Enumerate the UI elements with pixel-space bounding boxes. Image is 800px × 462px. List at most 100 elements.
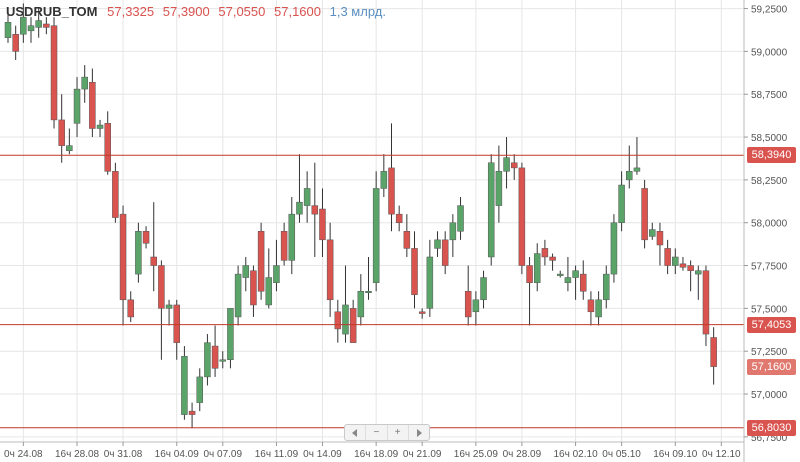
candle-body — [633, 167, 641, 172]
candle-body — [365, 290, 372, 293]
time-axis: 0ч 24.08 16ч 28.08 0ч 31.08 16ч 04.09 0ч 07.… — [4, 442, 741, 460]
price-axis-label: 57,5000 — [751, 304, 788, 315]
price-tag: 57,4053 — [747, 316, 796, 333]
arrow-left-icon — [352, 428, 358, 437]
candle-body — [280, 231, 288, 261]
price-axis-label: 58,5000 — [751, 133, 788, 144]
candle-body — [273, 265, 280, 283]
volume-label: 1,3 млрд. — [329, 4, 386, 19]
ticker-header: USDRUB_TOM 57,3325 57,3900 57,0550 57,16… — [6, 4, 386, 19]
candle-body — [603, 273, 610, 301]
candle-body — [119, 213, 127, 301]
candle-body — [188, 410, 196, 415]
candle-body — [388, 167, 395, 215]
candle-body — [656, 231, 664, 246]
candle-body — [556, 273, 564, 276]
candle-body — [464, 290, 472, 318]
price-tag: 57,1600 — [747, 358, 796, 375]
candle-body — [572, 270, 579, 278]
candle-body — [541, 248, 549, 258]
candle-body — [457, 205, 464, 232]
price-axis-label: 59,2500 — [751, 5, 788, 16]
candle-body — [672, 256, 679, 266]
candle-body — [418, 311, 426, 314]
candle-body — [441, 239, 449, 266]
price-axis-label: 58,7500 — [751, 90, 788, 101]
candle-body — [234, 273, 242, 318]
time-axis-label: 16ч 02.10 — [554, 449, 599, 460]
candle-body — [626, 171, 633, 181]
price-tag: 56,8030 — [747, 419, 796, 436]
candle-body — [710, 337, 717, 367]
candle-body — [342, 304, 349, 335]
ticker-symbol: USDRUB_TOM — [6, 4, 98, 19]
candle-body — [135, 231, 142, 275]
grid — [0, 0, 744, 442]
candle-body — [349, 308, 357, 343]
candle-body — [618, 184, 625, 223]
candle-body — [319, 208, 326, 241]
price-axis-label: 58,0000 — [751, 219, 788, 230]
candle-body — [104, 123, 111, 172]
ohlc-open: 57,3325 — [107, 4, 155, 19]
scroll-right-button[interactable] — [409, 425, 429, 440]
level-lines — [0, 154, 744, 429]
candle-body — [326, 239, 334, 301]
candle-body — [35, 20, 42, 28]
price-axis-label: 57,2500 — [751, 347, 788, 358]
candle-body — [380, 171, 388, 189]
candle-body — [227, 308, 234, 361]
candle-body — [4, 22, 12, 38]
candle-body — [204, 342, 211, 378]
time-axis-label: 16ч 28.08 — [55, 449, 100, 460]
candle-body — [587, 299, 595, 313]
time-axis-label: 16ч 04.09 — [155, 449, 200, 460]
candle-body — [702, 270, 710, 335]
candle-body — [595, 299, 602, 318]
candle-body — [610, 222, 618, 275]
time-axis-label: 16ч 18.09 — [354, 449, 399, 460]
chart-navigator: − + — [344, 424, 430, 441]
candle-body — [480, 277, 487, 301]
candle-body — [165, 304, 173, 309]
candle-body — [296, 201, 303, 215]
candle-body — [50, 25, 58, 121]
candle-body — [288, 213, 296, 261]
price-axis-label: 57,7500 — [751, 262, 788, 273]
price-axis-label: 57,0000 — [751, 390, 788, 401]
candle-body — [564, 277, 572, 283]
candle-body — [649, 229, 656, 237]
price-tag: 58,3940 — [747, 147, 796, 164]
candle-body — [549, 256, 556, 261]
time-axis-label: 0ч 12.10 — [702, 449, 741, 460]
candle-body — [695, 270, 702, 275]
candle-body — [89, 81, 96, 129]
candle-body — [679, 263, 687, 268]
candle-body — [426, 256, 434, 309]
candle-body — [257, 231, 265, 292]
time-axis-label: 0ч 07.09 — [203, 449, 242, 460]
candle-body — [73, 88, 81, 124]
candle-body — [181, 356, 188, 415]
candle-body — [127, 299, 134, 318]
candle-body — [334, 311, 342, 330]
candle-body — [20, 16, 27, 35]
time-axis-label: 0ч 31.08 — [104, 449, 143, 460]
time-axis-label: 16ч 11.09 — [255, 449, 299, 460]
candle-body — [472, 299, 480, 313]
zoom-in-button[interactable]: + — [388, 425, 409, 440]
scroll-left-button[interactable] — [345, 425, 367, 440]
time-axis-label: 0ч 05.10 — [602, 449, 641, 460]
candle-body — [518, 167, 526, 266]
candle-body — [411, 248, 418, 295]
candle-body — [58, 119, 65, 146]
candle-body — [96, 124, 104, 129]
ohlc-close: 57,1600 — [274, 4, 321, 19]
arrow-right-icon — [416, 428, 422, 437]
zoom-out-button[interactable]: − — [366, 425, 388, 440]
ohlc-low: 57,0550 — [218, 4, 266, 19]
candle-body — [250, 270, 257, 306]
time-axis-label: 0ч 21.09 — [403, 449, 442, 460]
